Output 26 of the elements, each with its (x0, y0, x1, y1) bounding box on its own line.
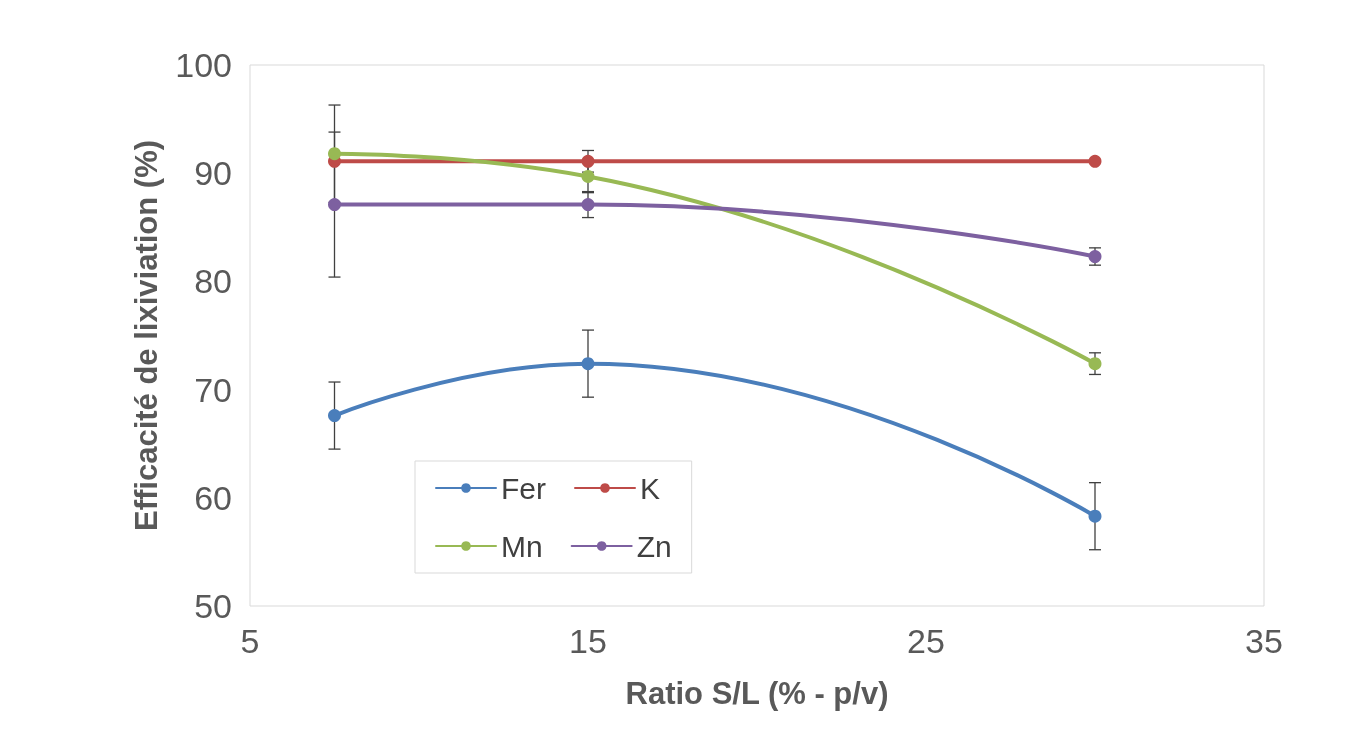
y-tick-label: 80 (194, 262, 232, 301)
point (581, 198, 595, 212)
point (328, 198, 341, 212)
y-tick-label: 60 (194, 478, 232, 517)
point (1088, 154, 1102, 168)
y-tick-label: 70 (194, 370, 232, 409)
point (581, 154, 595, 168)
y-tick-label: 50 (194, 587, 232, 625)
y-axis-title: Efficacité de lixiviation (%) (129, 139, 164, 532)
legend-label: Fer (501, 471, 547, 505)
legend-label: Mn (501, 529, 543, 563)
y-tick-label: 100 (175, 46, 232, 84)
point (328, 409, 341, 423)
x-tick-label: 5 (240, 622, 260, 660)
point (581, 169, 595, 183)
x-tick-label: 25 (907, 622, 945, 660)
x-axis-title: Ratio S/L (% - p/v) (625, 676, 889, 711)
point (328, 147, 341, 161)
y-tick-label: 90 (194, 154, 232, 193)
x-tick-label: 15 (569, 622, 607, 660)
point (1088, 357, 1102, 371)
x-tick-label: 35 (1245, 622, 1283, 660)
point (1088, 509, 1102, 523)
legend-label: K (640, 471, 661, 505)
legend-label: Zn (636, 529, 672, 563)
point (581, 357, 595, 371)
